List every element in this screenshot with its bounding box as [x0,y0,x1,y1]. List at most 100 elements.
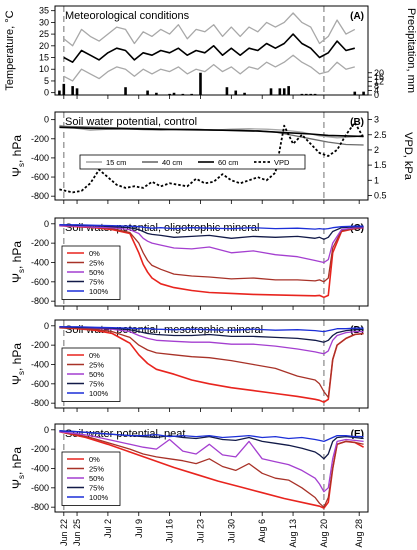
y-axis-label: Ψs, hPa [10,241,26,283]
y-tick-label: 5 [44,76,49,86]
series-line-t-mean [63,33,356,64]
precipitation-bar [353,91,357,95]
series-line-t-min [63,54,355,82]
precipitation-bar [304,93,308,95]
y-tick-label: 25 [39,29,49,39]
y-tick-label: 0 [44,321,49,331]
y2-tick-label: 0.5 [374,190,387,200]
series-line-75- [59,326,364,343]
precipitation-bar [287,86,290,95]
legend-entry: 50% [89,370,104,379]
y2-axis-label: Precipitation, mm [405,8,417,93]
y-tick-label: 0 [44,115,49,125]
series-line-60-cm [59,126,364,138]
series-line-t-max [63,12,356,47]
y-tick-label: -400 [31,153,49,163]
x-tick-label: Jun 25 [72,519,82,546]
x-tick-label: Aug 6 [257,519,267,543]
x-tick-label: Jul 9 [134,519,144,538]
y2-tick-label: 8 [374,81,379,91]
y-tick-label: 35 [39,6,49,16]
panel-title: Meteorological conditions [65,10,190,22]
precipitation-bar [243,92,246,95]
precipitation-bar [181,93,185,95]
series-line-100- [59,224,364,230]
plot-frame [54,5,369,96]
y-axis-label: Ψs, hPa [10,343,26,385]
y-tick-label: -400 [31,359,49,369]
y-tick-label: -600 [31,483,49,493]
precipitation-bar [190,93,193,95]
y-tick-label: 15 [39,53,49,63]
precipitation-bar [58,90,61,95]
legend-box [79,154,306,170]
precipitation-bar [313,93,317,95]
x-tick-label: Aug 13 [288,519,298,548]
precipitation-bar [309,93,312,95]
series-line-75- [59,224,364,240]
legend-entry: VPD [274,158,290,167]
legend-entry: 50% [89,268,104,277]
legend-entry: 40 cm [162,158,182,167]
legend-entry: 75% [89,484,104,493]
precipitation-bar [282,88,286,95]
plot-frame [54,319,369,409]
legend-entry: 25% [89,361,104,370]
series-line-50- [59,431,364,493]
precipitation-bar [62,83,66,95]
y-tick-label: 0 [44,219,49,229]
x-tick-label: Jul 2 [103,519,113,538]
precipitation-bar [199,72,202,95]
precipitation-bar [362,91,365,95]
precipitation-bar [172,92,176,95]
y-axis-label: Ψs, hPa [10,447,26,489]
y-tick-label: -600 [31,172,49,182]
y2-tick-label: 4 [374,86,379,96]
y2-axis-label: VPD, kPa [402,132,414,181]
precipitation-bar [300,93,304,95]
y2-tick-label: 1.5 [374,160,387,170]
y-tick-label: -200 [31,134,49,144]
panel-title: Soil water potential, control [65,116,197,128]
legend-entry: 0% [89,351,100,360]
precipitation-bar [278,88,282,95]
precipitation-bar [75,88,79,95]
x-tick-label: Jul 16 [165,519,175,543]
y2-tick-label: 20 [374,68,384,78]
series-line-25- [59,225,364,283]
precipitation-bar [225,87,229,95]
y-tick-label: -600 [31,379,49,389]
y-tick-label: -200 [31,444,49,454]
legend-entry: 60 cm [218,158,238,167]
series-line-25- [59,327,364,399]
legend-entry: 75% [89,278,104,287]
legend-entry: 25% [89,465,104,474]
y-tick-label: 0 [44,425,49,435]
y-tick-label: -200 [31,340,49,350]
y-axis-label: Temperature, °C [4,10,16,90]
y2-tick-label: 12 [374,77,384,87]
x-tick-label: Jul 30 [226,519,236,543]
y-tick-label: -800 [31,502,49,512]
x-tick-label: Jun 22 [59,519,69,546]
legend-entry: 100% [89,287,109,296]
x-tick-label: Aug 28 [354,519,364,548]
x-tick-label: Jul 23 [195,519,205,543]
legend-entry: 100% [89,389,109,398]
y-tick-label: -800 [31,398,49,408]
y2-tick-label: 2.5 [374,130,387,140]
panel-label: (A) [350,11,364,22]
precipitation-bar [71,86,74,95]
precipitation-bar [269,88,273,95]
precipitation-bar [155,92,158,95]
legend-entry: 0% [89,455,100,464]
y2-tick-label: 2 [374,145,379,155]
y-tick-label: 10 [39,64,49,74]
y-tick-label: 0 [44,88,49,98]
y2-tick-label: 16 [374,72,384,82]
series-line-25- [59,431,364,508]
